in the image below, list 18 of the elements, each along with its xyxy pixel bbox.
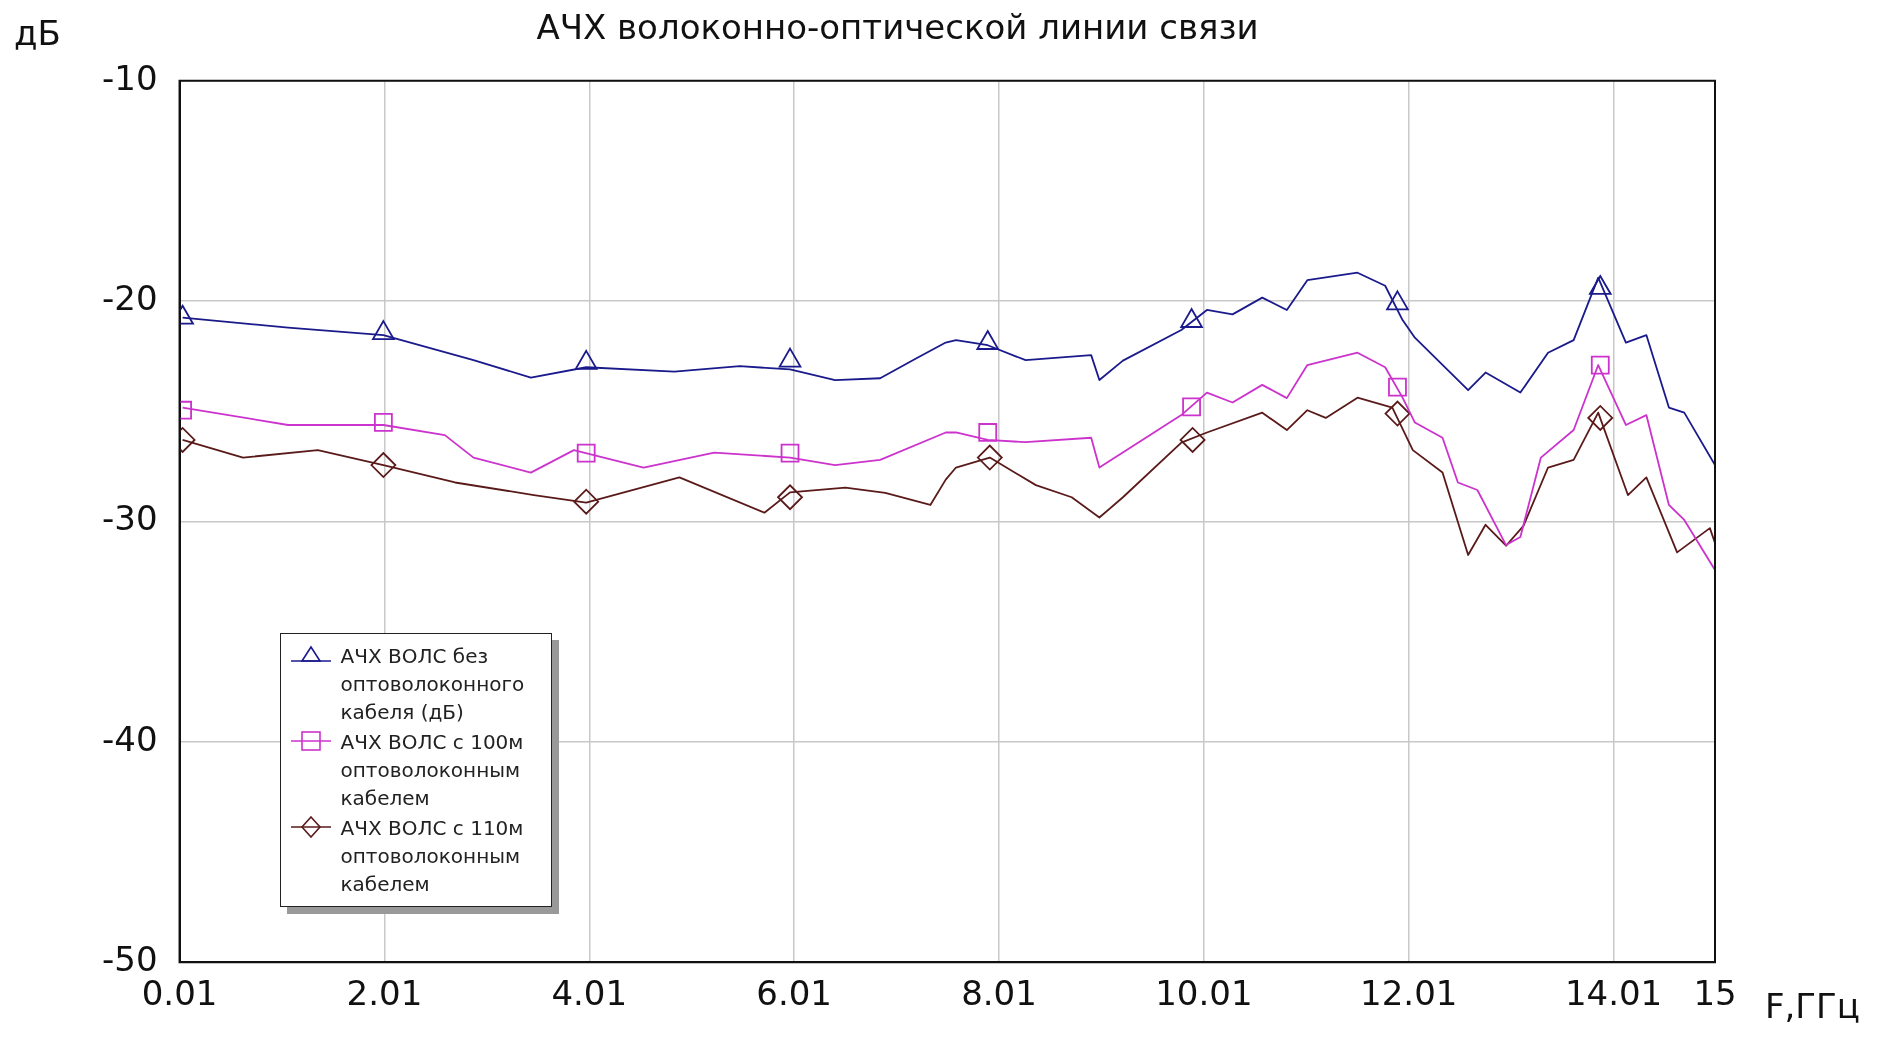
y-tick-label: -20 [101,277,158,318]
legend-label: АЧХ ВОЛС с 110м оптоволоконным кабелем [340,815,525,899]
y-tick-label: -10 [101,57,158,98]
x-axis-title: F,ГГц [1765,986,1860,1027]
chart-title: АЧХ волоконно-оптической линии связи [536,7,1259,48]
x-tick-label: 10.01 [1155,973,1253,1014]
x-tick-label: 14.01 [1564,973,1663,1014]
x-tick-label: 6.01 [756,973,832,1014]
x-tick-label: 8.01 [961,973,1037,1014]
y-tick-label: -30 [101,498,158,539]
legend-label: АЧХ ВОЛС без оптоволоконного кабеля (дБ) [340,643,526,727]
x-tick-label: 15 [1693,973,1737,1014]
legend-label: АЧХ ВОЛС с 100м оптоволоконным кабелем [340,729,525,813]
x-tick-label: 2.01 [346,973,423,1014]
y-tick-label: -40 [101,718,158,759]
x-tick-label: 4.01 [551,973,628,1014]
x-tick-label: 12.01 [1360,973,1458,1014]
y-axis-title: дБ [14,12,61,53]
